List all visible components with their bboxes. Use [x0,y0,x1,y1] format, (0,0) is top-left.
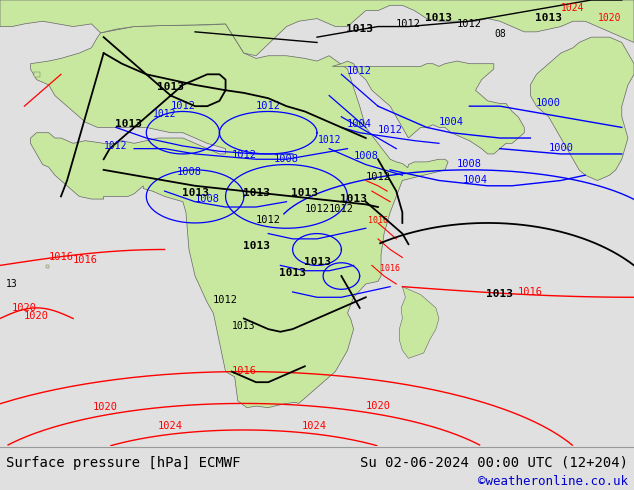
Text: 1000: 1000 [548,143,573,153]
Text: 1008: 1008 [353,151,378,161]
Text: 1013: 1013 [279,268,306,278]
Text: 1004: 1004 [439,117,463,127]
Text: 1013: 1013 [157,82,184,92]
Text: 1008: 1008 [195,194,220,204]
Polygon shape [30,24,448,408]
Text: 1020: 1020 [598,13,621,23]
Polygon shape [46,266,49,268]
Text: 1012: 1012 [318,135,341,146]
Text: 1016: 1016 [518,287,543,296]
Text: 1013: 1013 [535,13,562,23]
Text: 1008: 1008 [457,159,482,169]
Text: 1016: 1016 [73,255,98,265]
Text: 1004: 1004 [463,175,488,185]
Text: 1016: 1016 [231,366,256,376]
Text: 1013: 1013 [304,257,330,268]
Text: 1012: 1012 [256,101,281,111]
Text: 1013: 1013 [243,242,269,251]
Text: 1013: 1013 [115,120,141,129]
Text: 1012: 1012 [153,109,176,119]
Text: 1013: 1013 [243,189,269,198]
Text: 1013: 1013 [232,321,256,331]
Text: 1012: 1012 [231,150,256,160]
Text: 1012: 1012 [396,19,421,28]
Text: 1020: 1020 [366,401,391,411]
Text: Su 02-06-2024 00:00 UTC (12+204): Su 02-06-2024 00:00 UTC (12+204) [360,456,628,470]
Text: 1013: 1013 [181,189,209,198]
Polygon shape [34,72,40,77]
Polygon shape [531,37,634,180]
Text: 1012: 1012 [304,204,330,214]
Text: 1004: 1004 [347,120,372,129]
Text: 1013: 1013 [486,289,514,299]
Text: 1000: 1000 [536,98,561,108]
Text: Surface pressure [hPa] ECMWF: Surface pressure [hPa] ECMWF [6,456,240,470]
Text: 1008: 1008 [176,167,202,177]
Text: 1012: 1012 [457,19,482,28]
Text: 08: 08 [494,29,506,39]
Text: 1012: 1012 [213,294,238,305]
Text: 1013: 1013 [291,189,318,198]
Text: 1012: 1012 [378,125,403,135]
Text: 1020: 1020 [93,402,118,412]
Text: ©weatheronline.co.uk: ©weatheronline.co.uk [478,475,628,489]
Polygon shape [332,61,524,154]
Text: 1012: 1012 [104,141,127,150]
Text: 1012: 1012 [329,204,354,214]
Text: 1012: 1012 [256,215,281,225]
Text: 1012: 1012 [347,66,372,76]
Text: 1016: 1016 [48,252,74,262]
Text: 1024: 1024 [302,420,327,431]
Text: 1024: 1024 [158,421,183,431]
Text: 1020: 1020 [24,311,49,320]
Text: 1016: 1016 [368,216,388,225]
Text: 1013: 1013 [346,24,373,34]
Text: 1024: 1024 [561,2,585,13]
Polygon shape [399,287,439,358]
Text: 1016: 1016 [380,264,400,273]
Text: 1008: 1008 [274,154,299,164]
Text: 1012: 1012 [171,101,195,111]
Polygon shape [0,0,634,56]
Text: 1013: 1013 [340,194,367,204]
Text: 1012: 1012 [365,172,391,182]
Text: 1020: 1020 [12,302,37,313]
Text: 1013: 1013 [425,13,453,23]
Text: 13: 13 [6,279,18,289]
